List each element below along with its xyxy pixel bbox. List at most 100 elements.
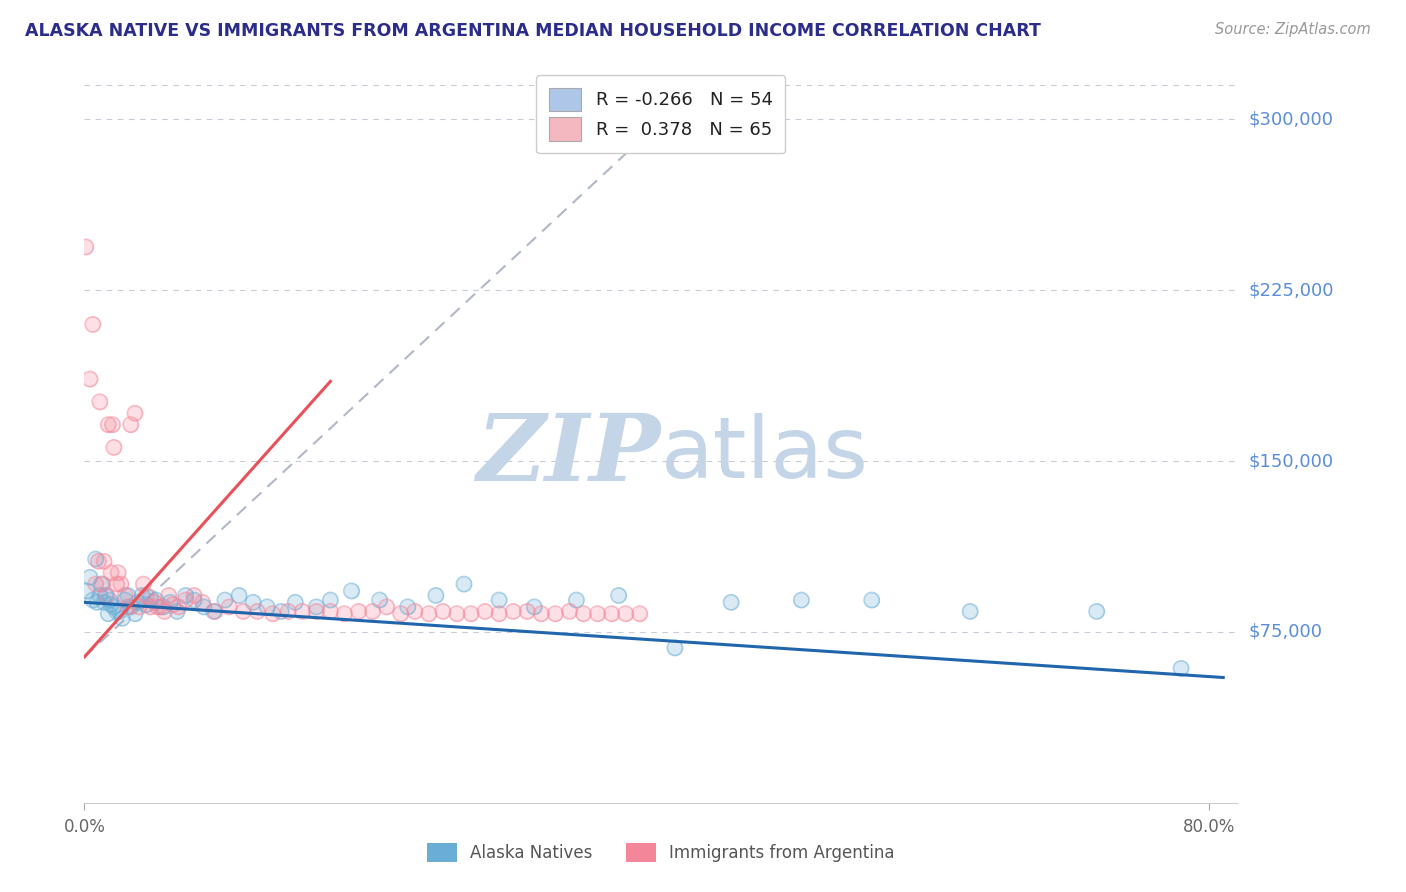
Point (270, 604, 292, 618)
Point (586, 607, 609, 621)
Point (242, 595, 264, 609)
Point (860, 593, 883, 607)
Point (157, 589, 180, 603)
Point (183, 593, 205, 607)
Point (404, 604, 426, 618)
Point (664, 640, 686, 655)
Point (418, 607, 440, 621)
Point (333, 607, 356, 621)
Point (108, 604, 131, 618)
Point (145, 593, 167, 607)
Point (132, 577, 155, 591)
Text: ZIP: ZIP (477, 409, 661, 500)
Point (959, 604, 981, 618)
Point (361, 604, 384, 618)
Point (103, 441, 125, 455)
Point (75, 240, 97, 254)
Point (432, 604, 454, 618)
Point (124, 406, 146, 420)
Point (149, 599, 172, 614)
Point (152, 599, 174, 614)
Point (262, 607, 284, 621)
Point (284, 595, 307, 609)
Point (218, 599, 240, 614)
Point (135, 598, 157, 612)
Point (375, 599, 398, 614)
Point (305, 599, 328, 614)
Point (96, 589, 118, 603)
Point (790, 593, 813, 607)
Point (124, 607, 146, 621)
Point (146, 599, 169, 614)
Point (183, 593, 205, 607)
Point (375, 599, 398, 614)
Point (100, 598, 122, 612)
Point (90, 577, 112, 591)
Point (86, 595, 108, 609)
Point (565, 593, 588, 607)
Point (1085, 604, 1108, 618)
Point (453, 577, 475, 591)
Point (110, 577, 132, 591)
Point (131, 589, 153, 603)
Point (572, 607, 595, 621)
Point (607, 589, 630, 603)
Point (127, 595, 149, 609)
Point (120, 417, 142, 432)
Point (446, 607, 468, 621)
Point (110, 577, 132, 591)
Point (124, 406, 146, 420)
Point (389, 607, 412, 621)
Point (516, 604, 538, 618)
Point (100, 566, 122, 580)
Point (103, 599, 125, 614)
Point (319, 593, 342, 607)
Point (107, 566, 129, 580)
Point (166, 604, 188, 618)
Point (305, 604, 328, 618)
Point (1170, 661, 1192, 675)
Point (396, 599, 419, 614)
Point (191, 595, 214, 609)
Point (246, 604, 269, 618)
Point (97, 607, 120, 621)
Point (614, 607, 637, 621)
Point (523, 599, 546, 614)
Point (183, 589, 205, 603)
Point (105, 577, 128, 591)
Point (117, 589, 139, 603)
Point (166, 604, 188, 618)
Point (105, 604, 128, 618)
Point (98, 593, 121, 607)
Point (153, 604, 176, 618)
Point (89, 395, 111, 409)
Point (460, 607, 482, 621)
Point (82, 318, 104, 332)
Point (228, 589, 250, 603)
Point (319, 593, 342, 607)
Point (474, 604, 496, 618)
Point (720, 595, 742, 609)
Point (96, 589, 118, 603)
Point (145, 593, 167, 607)
Point (277, 604, 299, 618)
Point (87, 554, 110, 568)
Point (340, 583, 363, 598)
Point (558, 604, 581, 618)
Point (305, 599, 328, 614)
Point (101, 417, 124, 432)
Point (191, 595, 214, 609)
Point (174, 589, 197, 603)
Point (107, 566, 129, 580)
Point (93, 595, 115, 609)
Text: atlas: atlas (661, 413, 869, 496)
Point (202, 604, 225, 618)
Point (558, 604, 581, 618)
Point (204, 604, 226, 618)
Point (111, 611, 134, 625)
Point (174, 593, 197, 607)
Text: $150,000: $150,000 (1249, 452, 1333, 470)
Point (664, 640, 686, 655)
Point (232, 604, 254, 618)
Point (132, 577, 155, 591)
